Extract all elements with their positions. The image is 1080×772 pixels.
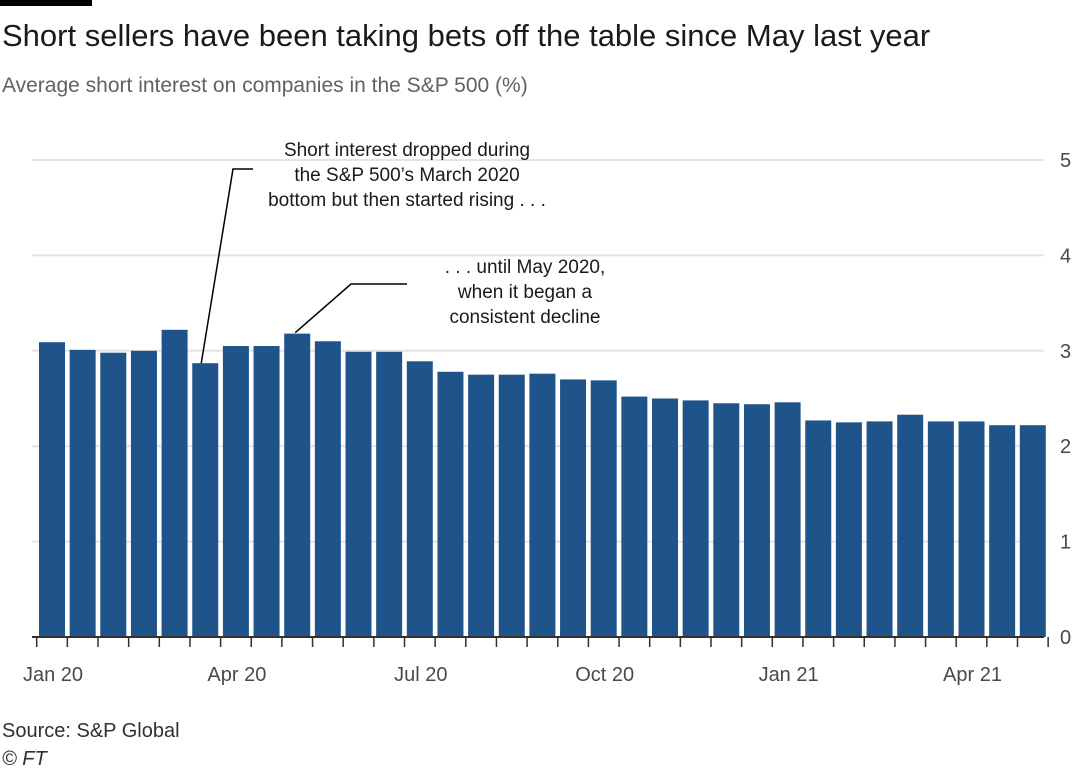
bar [192, 363, 219, 637]
bar [69, 349, 96, 637]
bar [161, 329, 188, 637]
bar [590, 380, 617, 637]
annotation-may-2020: . . . until May 2020, when it began a cons… [445, 257, 606, 328]
bar [314, 341, 341, 637]
y-tick-label: 4 [1060, 245, 1071, 267]
bar [621, 396, 648, 637]
x-tick-label: Apr 20 [207, 664, 266, 686]
bar [927, 421, 954, 637]
bar [652, 398, 678, 637]
bar [897, 414, 924, 637]
chart-title: Short sellers have been taking bets off … [2, 18, 931, 53]
bar [406, 361, 433, 637]
bar [253, 346, 280, 637]
bar [743, 404, 770, 637]
bar [437, 371, 464, 637]
annotation-line: consistent decline [449, 307, 600, 328]
bar [39, 342, 65, 637]
annotation-connector [200, 168, 253, 364]
bar [284, 333, 311, 637]
y-tick-label: 0 [1060, 627, 1071, 649]
annotation-line: the S&P 500’s March 2020 [294, 165, 519, 186]
bar [376, 351, 403, 637]
bar [835, 422, 862, 637]
bar [805, 420, 832, 637]
annotation-line: . . . until May 2020, [445, 257, 606, 278]
source-note: Source: S&P Global [2, 720, 180, 742]
bar [100, 352, 127, 637]
x-axis: Jan 20 Apr 20 Jul 20 Oct 20 Jan 21 Apr 21 [23, 636, 1049, 686]
annotation-line: bottom but then started rising . . . [268, 190, 546, 211]
x-tick-label: Jan 20 [23, 664, 83, 686]
bar [713, 403, 740, 637]
bar [866, 421, 893, 637]
annotation-connector [294, 283, 407, 334]
y-axis: 0 1 2 3 4 5 [1060, 150, 1071, 649]
bar [468, 374, 495, 637]
x-tick-label: Oct 20 [575, 664, 634, 686]
y-tick-label: 2 [1060, 436, 1071, 458]
x-tick-label: Jul 20 [394, 664, 447, 686]
bar [774, 402, 801, 637]
x-tick-label: Jan 21 [759, 664, 819, 686]
annotation-line: when it began a [457, 282, 593, 303]
bar [1019, 425, 1046, 637]
annotation-march-2020: Short interest dropped during the S&P 500… [268, 140, 546, 211]
bar [130, 350, 157, 637]
chart-subtitle: Average short interest on companies in t… [2, 74, 528, 97]
bar [989, 425, 1016, 637]
ft-credit: © FT [2, 748, 47, 770]
ft-top-bar [0, 0, 92, 6]
bar [498, 374, 525, 637]
annotations: Short interest dropped during the S&P 500… [200, 140, 606, 364]
bar [345, 351, 372, 637]
bar [682, 400, 709, 637]
y-tick-label: 5 [1060, 150, 1071, 172]
bar [560, 379, 587, 637]
annotation-line: Short interest dropped during [284, 140, 530, 161]
bar [529, 373, 556, 637]
bar [222, 346, 249, 637]
x-tick-label: Apr 21 [943, 664, 1002, 686]
y-tick-label: 3 [1060, 341, 1071, 363]
y-tick-label: 1 [1060, 532, 1071, 554]
bars [39, 329, 1046, 637]
bar [958, 421, 985, 637]
